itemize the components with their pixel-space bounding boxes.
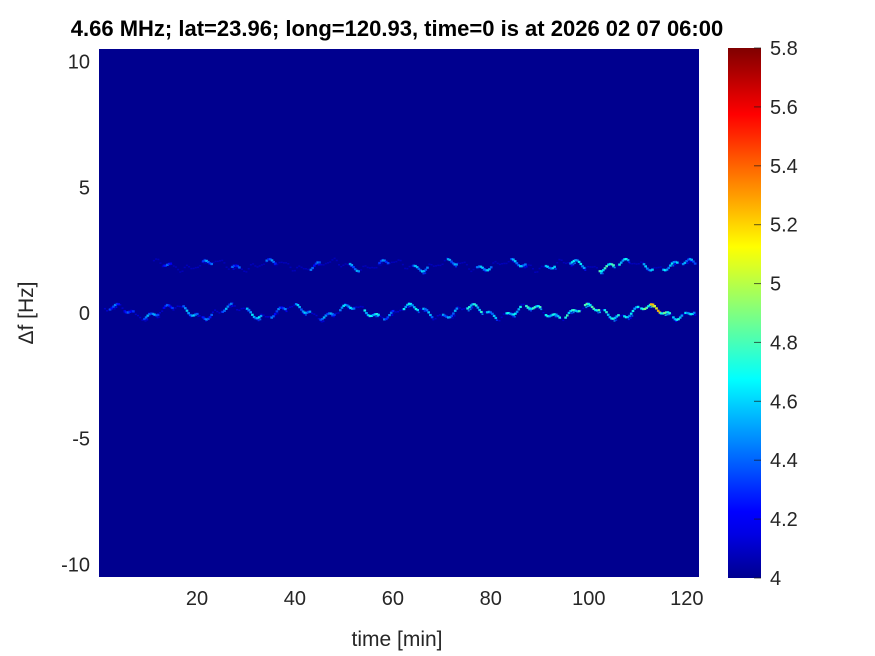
main-echo-trace	[103, 301, 697, 323]
y-tick-label: 10	[68, 52, 90, 74]
y-tick-label: -5	[72, 429, 90, 451]
x-tick-label: 40	[284, 588, 306, 610]
y-axis-tick-labels: -10 -5 0 5 10	[61, 52, 90, 577]
x-tick-label: 120	[670, 588, 703, 610]
colorbar-tick-label: 4.8	[770, 332, 798, 354]
x-axis-tick-labels: 20 40 60 80 100 120	[186, 588, 704, 610]
colorbar-tick-label: 5.4	[770, 156, 798, 178]
plot-title: 4.66 MHz; lat=23.96; long=120.93, time=0…	[70, 16, 724, 41]
y-tick-label: -10	[61, 554, 90, 576]
colorbar-strip	[728, 48, 761, 578]
x-tick-label: 60	[382, 588, 404, 610]
colorbar-tick-label: 5	[770, 274, 781, 296]
colorbar-tick-label: 5.6	[770, 97, 798, 119]
colorbar-tick-label: 5.8	[770, 38, 798, 60]
speckle-traces	[103, 257, 697, 323]
colorbar-tick-labels: 4 4.2 4.4 4.6 4.8 5 5.2 5.4 5.6 5.8	[754, 38, 798, 590]
colorbar-tick-label: 4.4	[770, 450, 798, 472]
colorbar-tick-label: 4	[770, 568, 781, 590]
colorbar-tick-label: 5.2	[770, 215, 798, 237]
colorbar-tick-label: 4.6	[770, 391, 798, 413]
y-axis-label: Δf [Hz]	[15, 281, 38, 344]
upper-echo-trace	[152, 257, 697, 275]
colorbar-tick-label: 4.2	[770, 509, 798, 531]
colorbar: 4 4.2 4.4 4.6 4.8 5 5.2 5.4 5.6 5.8	[728, 38, 798, 590]
y-tick-label: 0	[79, 303, 90, 325]
x-axis-label: time [min]	[351, 628, 442, 651]
x-tick-label: 80	[480, 588, 502, 610]
x-tick-label: 100	[572, 588, 605, 610]
y-tick-label: 5	[79, 177, 90, 199]
x-tick-label: 20	[186, 588, 208, 610]
